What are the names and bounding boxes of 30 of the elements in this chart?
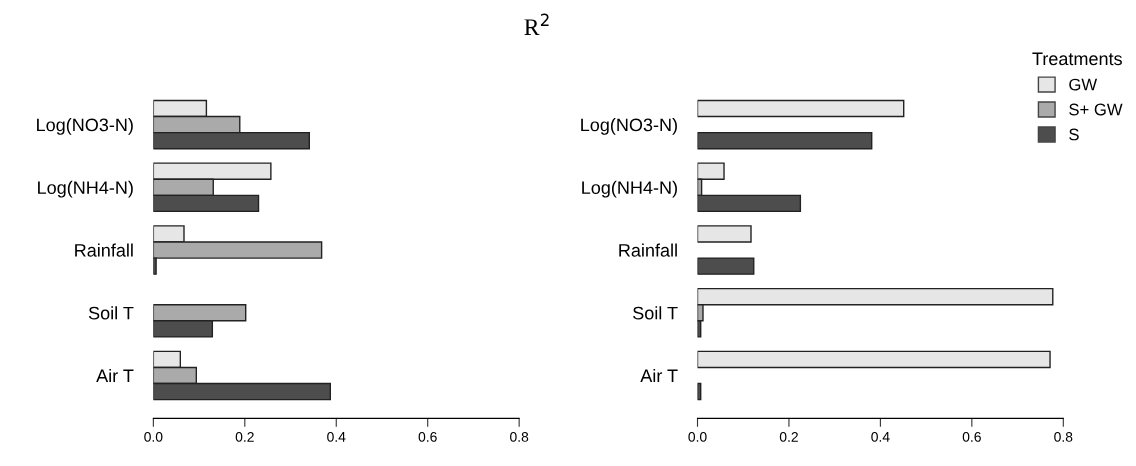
x-tick-label: 0.6 <box>418 431 437 442</box>
y-tick-label: Air T <box>640 368 678 383</box>
chart-title: R$^{2}$ <box>524 13 549 35</box>
x-tick-label: 0.2 <box>779 431 798 442</box>
bar <box>697 99 905 118</box>
bar <box>697 350 1051 369</box>
legend-label: S <box>1069 128 1079 141</box>
y-tick-label: Rainfall <box>75 243 133 257</box>
bar <box>697 257 755 275</box>
x-tick-label: 0.0 <box>144 431 163 442</box>
y-tick-label: Log(NH4-N) <box>582 180 677 198</box>
x-tick-label: 0.4 <box>871 431 890 442</box>
legend-label: S+ GW <box>1069 103 1123 116</box>
legend-title: Treatments <box>1032 52 1122 66</box>
y-tick-label: Log(NO3-N) <box>581 118 677 135</box>
legend-label: GW <box>1069 78 1098 91</box>
y-tick-label: Soil T <box>88 306 134 320</box>
x-tick-label: 0.4 <box>327 431 346 442</box>
x-tick-label: 0.6 <box>962 431 981 442</box>
bar <box>697 131 873 150</box>
x-tick-label: 0.0 <box>688 431 707 442</box>
y-tick-label: Log(NO3-N) <box>37 118 133 135</box>
x-tick-label: 0.8 <box>510 431 529 442</box>
y-tick-label: Rainfall <box>619 243 677 257</box>
y-tick-label: Log(NH4-N) <box>38 180 133 198</box>
bar <box>697 225 752 243</box>
y-tick-label: Air T <box>96 368 134 383</box>
y-tick-label: Soil T <box>633 306 678 320</box>
x-tick-label: 0.8 <box>1054 431 1073 442</box>
x-tick-label: 0.2 <box>235 431 254 442</box>
